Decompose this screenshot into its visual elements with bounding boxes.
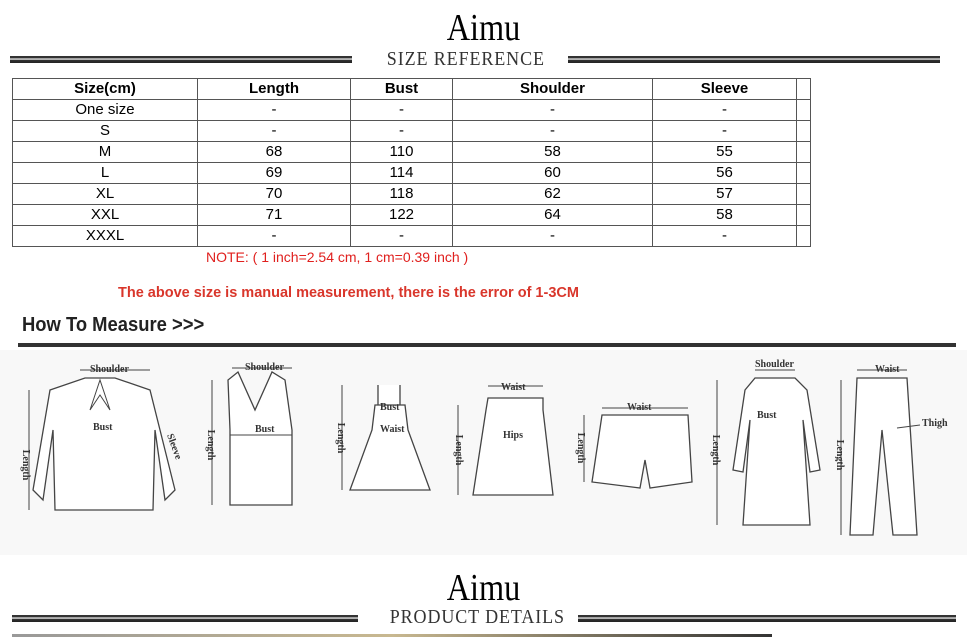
footer-brand-logo: Aimu bbox=[446, 567, 521, 609]
table-cell: - bbox=[452, 120, 653, 142]
table-cell bbox=[796, 183, 811, 205]
table-cell: - bbox=[652, 120, 797, 142]
table-cell bbox=[796, 99, 811, 121]
table-cell: 71 bbox=[197, 204, 351, 226]
table-cell: - bbox=[350, 120, 453, 142]
section-title: SIZE REFERENCE bbox=[386, 48, 545, 70]
table-cell: - bbox=[652, 225, 797, 247]
label-top: Shoulder bbox=[755, 359, 794, 370]
label-side: Length bbox=[205, 430, 216, 461]
table-cell: 64 bbox=[452, 204, 653, 226]
divider bbox=[18, 343, 956, 347]
column-header bbox=[796, 78, 811, 100]
column-header: Bust bbox=[350, 78, 453, 100]
label-top: Waist bbox=[627, 402, 652, 413]
label-mid: Bust bbox=[255, 424, 275, 435]
table-cell: 69 bbox=[197, 162, 351, 184]
table-cell: 60 bbox=[452, 162, 653, 184]
label-top: Bust bbox=[380, 402, 400, 413]
table-cell: 58 bbox=[652, 204, 797, 226]
divider-right bbox=[568, 56, 940, 63]
table-cell: - bbox=[197, 225, 351, 247]
label-top: Waist bbox=[875, 364, 900, 375]
column-header: Size(cm) bbox=[12, 78, 198, 100]
table-row: XL 70 118 62 57 bbox=[12, 183, 811, 205]
label-mid: Waist bbox=[380, 424, 405, 435]
label-top: Waist bbox=[501, 382, 526, 393]
label-side: Length bbox=[835, 440, 845, 471]
label-top: Shoulder bbox=[245, 362, 284, 373]
table-row: XXL 71 122 64 58 bbox=[12, 204, 811, 226]
table-cell: - bbox=[197, 99, 351, 121]
column-header: Shoulder bbox=[452, 78, 653, 100]
table-cell: - bbox=[350, 99, 453, 121]
label-mid: Bust bbox=[93, 422, 113, 433]
conversion-note: NOTE: ( 1 inch=2.54 cm, 1 cm=0.39 inch ) bbox=[206, 249, 469, 265]
brand-logo: Aimu bbox=[446, 7, 521, 49]
divider-left bbox=[10, 56, 352, 63]
label-side: Length bbox=[453, 435, 464, 466]
table-row: S---- bbox=[12, 120, 811, 142]
column-header: Length bbox=[197, 78, 351, 100]
label-side: Length bbox=[20, 450, 31, 481]
label-mid: Hips bbox=[503, 430, 523, 441]
table-cell: S bbox=[12, 120, 198, 142]
table-cell: 56 bbox=[652, 162, 797, 184]
table-cell: XXL bbox=[12, 204, 198, 226]
table-cell: 58 bbox=[452, 141, 653, 163]
table-cell: - bbox=[452, 225, 653, 247]
table-cell: L bbox=[12, 162, 198, 184]
table-cell: 70 bbox=[197, 183, 351, 205]
size-table: Size(cm) Length Bust Shoulder Sleeve One… bbox=[12, 78, 811, 247]
product-image-edge bbox=[12, 634, 772, 637]
label-side: Length bbox=[575, 433, 586, 464]
table-cell bbox=[796, 120, 811, 142]
label-right: Thigh bbox=[922, 418, 948, 429]
table-cell: 118 bbox=[350, 183, 453, 205]
table-cell: 62 bbox=[452, 183, 653, 205]
table-header-row: Size(cm) Length Bust Shoulder Sleeve bbox=[12, 78, 811, 100]
pants-illustration: Waist Thigh Length bbox=[835, 364, 948, 536]
table-cell: 114 bbox=[350, 162, 453, 184]
table-row: M 68 110 58 55 bbox=[12, 141, 811, 163]
coat-illustration: Shoulder Bust Length bbox=[710, 359, 821, 526]
shorts-illustration: Waist Length bbox=[575, 402, 693, 489]
table-cell: 110 bbox=[350, 141, 453, 163]
table-cell bbox=[796, 204, 811, 226]
label-mid: Bust bbox=[757, 410, 777, 421]
tank-top-illustration: Shoulder Bust Length bbox=[205, 362, 293, 506]
table-row: XXXL - - - - bbox=[12, 225, 811, 247]
table-cell bbox=[796, 141, 811, 163]
divider-left bbox=[12, 615, 358, 622]
column-header: Sleeve bbox=[652, 78, 797, 100]
table-cell: 57 bbox=[652, 183, 797, 205]
table-cell: M bbox=[12, 141, 198, 163]
blouse-illustration: Shoulder Bust Length Sleeve bbox=[20, 364, 184, 511]
table-cell: - bbox=[452, 99, 653, 121]
divider-right bbox=[578, 615, 956, 622]
table-cell: - bbox=[652, 99, 797, 121]
how-to-measure-title: How To Measure >>> bbox=[22, 314, 205, 336]
table-row: One size - - - - bbox=[12, 99, 811, 121]
table-cell: 68 bbox=[197, 141, 351, 163]
table-cell bbox=[796, 162, 811, 184]
label-side: Length bbox=[335, 423, 346, 454]
table-cell: One size bbox=[12, 99, 198, 121]
table-cell bbox=[796, 225, 811, 247]
table-cell: 55 bbox=[652, 141, 797, 163]
label-side: Length bbox=[710, 435, 721, 466]
measurement-illustrations: Shoulder Bust Length Sleeve Shoulder Bus… bbox=[0, 350, 967, 555]
table-cell: - bbox=[197, 120, 351, 142]
label-top: Shoulder bbox=[90, 364, 129, 375]
table-cell: XL bbox=[12, 183, 198, 205]
skirt-illustration: Waist Hips Length bbox=[453, 382, 554, 496]
measurement-warning: The above size is manual measurement, th… bbox=[118, 285, 579, 301]
table-cell: XXXL bbox=[12, 225, 198, 247]
table-cell: 122 bbox=[350, 204, 453, 226]
section-title: PRODUCT DETAILS bbox=[389, 606, 565, 628]
dress-illustration: Bust Waist Length bbox=[335, 385, 431, 491]
table-cell: - bbox=[350, 225, 453, 247]
table-row: L 69 114 60 56 bbox=[12, 162, 811, 184]
